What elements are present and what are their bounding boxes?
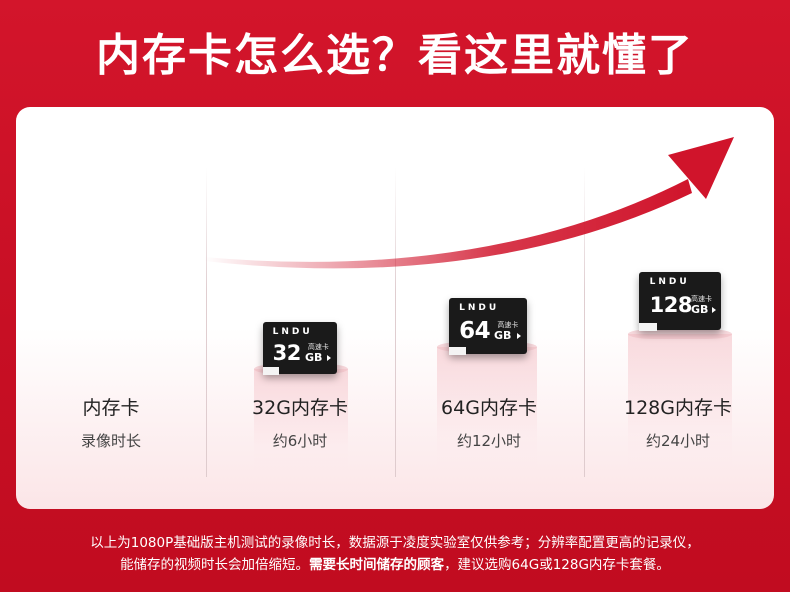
memory-card-128gb: LNDU 高速卡 128 GB <box>639 272 721 331</box>
card-notch <box>639 323 658 331</box>
card-pedestal <box>628 334 732 479</box>
card-brand-logo: LNDU <box>459 303 500 314</box>
card-capacity: 128 <box>649 293 693 317</box>
column-subheading: 录像时长 <box>80 432 141 450</box>
column-divider <box>395 167 396 477</box>
column-heading: 128G内存卡 <box>624 397 732 419</box>
comparison-panel: LNDU 高速卡 32 GB LNDU 高速卡 64 GB LNDU 高速卡 1… <box>16 107 774 509</box>
column-heading: 32G内存卡 <box>252 397 348 419</box>
card-unit: GB <box>305 351 323 364</box>
footnote-emphasis: 需要长时间储存的顾客 <box>309 557 445 573</box>
card-brand-logo: LNDU <box>649 277 690 288</box>
card-pedestal <box>437 347 537 477</box>
card-unit: GB <box>691 303 709 316</box>
card-notch <box>263 367 280 375</box>
footnote-text: 能储存的视频时长会加倍缩短。 <box>120 557 310 573</box>
column-divider <box>206 167 207 477</box>
column-heading: 64G内存卡 <box>441 397 537 419</box>
column-heading: 内存卡 <box>82 397 140 419</box>
page-title: 内存卡怎么选？看这里就懂了 <box>96 30 694 81</box>
card-pedestal <box>254 369 348 479</box>
card-capacity: 32 <box>272 341 302 365</box>
card-unit: GB <box>494 329 512 342</box>
column-subheading: 约12小时 <box>456 432 522 450</box>
column-subheading: 约6小时 <box>272 432 328 450</box>
footnote-line-2: 能储存的视频时长会加倍缩短。需要长时间储存的顾客，建议选购64G或128G内存卡… <box>0 554 790 576</box>
memory-card-32gb: LNDU 高速卡 32 GB <box>263 322 337 375</box>
card-arrow-icon <box>327 355 331 361</box>
column-divider <box>584 167 585 477</box>
card-speed-label: 高速卡 <box>497 321 519 329</box>
card-arrow-icon <box>517 333 521 339</box>
column-subheading: 约24小时 <box>645 432 711 450</box>
memory-card-64gb: LNDU 高速卡 64 GB <box>449 298 527 355</box>
card-brand-logo: LNDU <box>272 326 313 337</box>
growth-arrow-icon <box>204 137 734 269</box>
footnote-line-1: 以上为1080P基础版主机测试的录像时长，数据源于凌度实验室仅供参考；分辨率配置… <box>90 535 700 551</box>
card-notch <box>449 347 467 355</box>
card-arrow-icon <box>712 307 716 313</box>
card-speed-label: 高速卡 <box>307 343 329 351</box>
footnote-text: ，建议选购64G或128G内存卡套餐。 <box>444 557 670 573</box>
card-capacity: 64 <box>459 318 491 344</box>
card-speed-label: 高速卡 <box>690 295 712 303</box>
